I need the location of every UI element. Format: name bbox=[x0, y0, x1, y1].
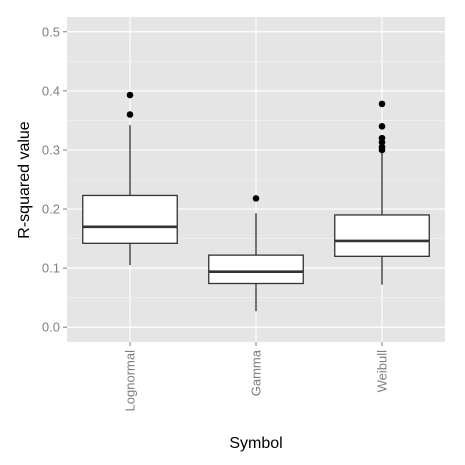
outlier-point bbox=[126, 111, 134, 118]
y-tick-label: 0.4 bbox=[42, 83, 60, 98]
y-tick-label: 0.5 bbox=[42, 24, 60, 39]
outlier-point bbox=[378, 143, 386, 151]
x-axis-title: Symbol bbox=[229, 435, 282, 452]
x-tick-label: Gamma bbox=[249, 349, 264, 396]
y-axis: 0.0 0.1 0.2 0.3 0.4 0.5 bbox=[42, 24, 67, 335]
outlier-point bbox=[378, 134, 386, 142]
box-group-lognormal bbox=[82, 91, 178, 266]
outlier-point bbox=[252, 195, 260, 202]
y-tick-label: 0.2 bbox=[42, 202, 60, 217]
outlier-point bbox=[378, 123, 386, 130]
box-group-gamma bbox=[208, 195, 304, 312]
box-iqr bbox=[82, 194, 178, 244]
x-tick-label: Weibull bbox=[375, 350, 390, 393]
y-tick-label: 0.1 bbox=[42, 261, 60, 276]
box-iqr bbox=[334, 214, 430, 257]
x-axis: Lognormal Gamma Weibull bbox=[123, 342, 390, 411]
outlier-point bbox=[126, 91, 134, 99]
box-iqr bbox=[208, 254, 304, 285]
y-tick-label: 0.0 bbox=[42, 320, 60, 335]
box-group-weibull bbox=[334, 100, 430, 285]
x-tick-label: Lognormal bbox=[123, 350, 138, 412]
boxes bbox=[82, 91, 430, 312]
y-axis-title: R-squared value bbox=[16, 121, 33, 239]
y-tick-label: 0.3 bbox=[42, 142, 60, 157]
outlier-point bbox=[378, 100, 386, 108]
